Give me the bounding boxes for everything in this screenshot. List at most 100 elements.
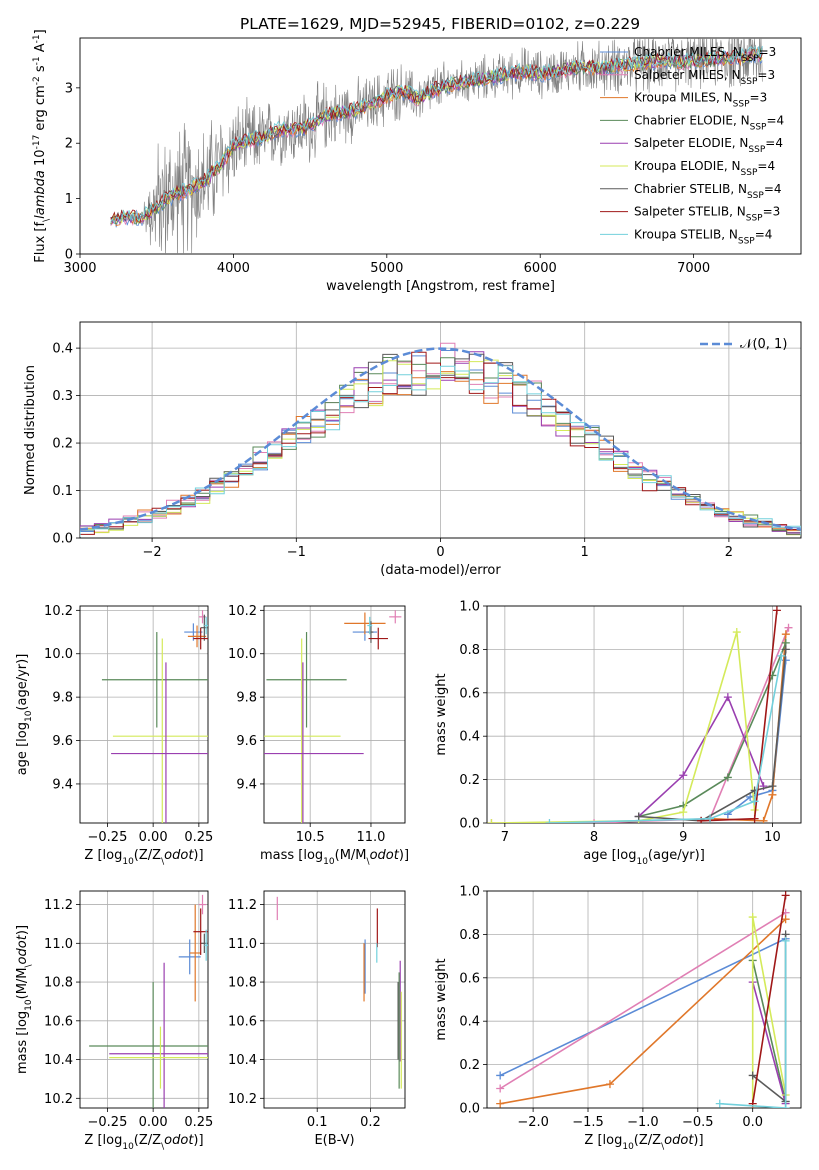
errorbar-point — [178, 939, 201, 975]
residual-legend: 𝒩(0, 1) — [700, 337, 787, 352]
y-tick-label: 1.0 — [459, 885, 480, 900]
mass-weight-marker — [723, 773, 732, 782]
mass-weight-marker — [781, 1104, 790, 1108]
spectrum-legend: Chabrier MILES, NSSP=3 Salpeter MILES, NS… — [600, 45, 784, 246]
y-tick-label: 10.0 — [44, 647, 73, 662]
y-tick-label: 1.0 — [459, 600, 480, 615]
axes-frame — [486, 605, 802, 824]
y-tick-label: 0.3 — [52, 389, 73, 404]
axes-frame — [486, 890, 802, 1109]
axes-mass_weight_vs_Z: −2.0 −1.5 −1.0 −0.5 0.0 0.0 0.2 0.4 0.6 0.8 1.0 Z [… — [434, 885, 802, 1152]
x-tick-label: 7 — [501, 830, 509, 845]
x-axis-label: Z [log10(Z/Z\odot)] — [84, 1133, 203, 1152]
x-tick-label: −1.0 — [627, 1115, 659, 1130]
axes-mass_vs_EBV: 0.1 0.2 10.2 10.4 10.6 10.8 11.0 11.2 E(B-V) — [228, 890, 406, 1148]
y-tick-label: 11.2 — [228, 898, 257, 913]
mass-weight-series-line — [499, 937, 786, 1077]
x-tick-label: 2 — [725, 545, 733, 560]
y-tick-label: 10.2 — [44, 604, 73, 619]
y-axis-label: Flux [f\lambda 10-17 erg cm-2 s-1 A-1] — [32, 29, 52, 262]
errorbar-point — [389, 610, 402, 624]
mass-weight-marker — [706, 814, 715, 823]
y-tick-label: 10.0 — [228, 647, 257, 662]
legend-entry: 𝒩(0, 1) — [740, 337, 787, 352]
legend-entry: Chabrier MILES, NSSP=3 — [634, 45, 776, 64]
y-tick-label: 0.0 — [459, 1102, 480, 1117]
mass-weight-marker — [496, 1099, 505, 1108]
x-tick-label: 7000 — [677, 261, 710, 276]
axes-frame — [79, 890, 209, 1109]
legend-entry: Chabrier ELODIE, NSSP=4 — [634, 113, 784, 132]
y-axis-label: mass weight — [434, 673, 449, 755]
axes-age_vs_Z: −0.25 0.00 0.25 9.4 9.6 9.8 10.0 10.2 Z [log10(Z… — [15, 604, 213, 867]
x-axis-label: (data-model)/error — [380, 563, 501, 578]
legend-entry: Salpeter MILES, NSSP=3 — [634, 68, 775, 87]
legend-entry: Kroupa ELODIE, NSSP=4 — [634, 159, 775, 178]
mass-weight-marker — [784, 623, 793, 632]
axes-frame — [79, 605, 209, 824]
errorbar-point — [198, 894, 207, 915]
y-tick-label: 10.2 — [44, 1092, 73, 1107]
x-axis-label: E(B-V) — [314, 1133, 354, 1148]
y-tick-label: 0.8 — [459, 643, 480, 658]
mass-weight-marker — [777, 651, 786, 660]
y-tick-label: 10.6 — [228, 1014, 257, 1029]
y-tick-label: 9.8 — [52, 691, 73, 706]
y-tick-label: 0.6 — [459, 686, 480, 701]
errorbar-point — [184, 623, 203, 641]
y-tick-label: 0.4 — [459, 730, 480, 745]
normal-curve-line — [80, 347, 801, 531]
errorbar-point — [89, 982, 208, 1108]
errorbar-point — [368, 627, 388, 650]
y-tick-label: 0.4 — [52, 342, 73, 357]
mass-weight-marker — [590, 819, 599, 823]
mass-weight-marker — [545, 819, 554, 823]
x-tick-label: 0.25 — [184, 830, 213, 845]
errorbar-point — [344, 612, 386, 635]
figure-title: PLATE=1629, MJD=52945, FIBERID=0102, z=0… — [240, 15, 640, 33]
x-tick-label: 4000 — [217, 261, 250, 276]
y-tick-label: 10.8 — [228, 976, 257, 991]
errorbar-point — [198, 610, 207, 624]
mass-weight-marker — [748, 913, 757, 922]
y-tick-label: 2 — [65, 137, 73, 152]
y-axis-label: Normed distribution — [23, 365, 38, 495]
mass_weight_vs_Z-plot-area — [496, 891, 790, 1108]
y-tick-label: 10.6 — [44, 1014, 73, 1029]
mass-weight-series-line — [751, 895, 787, 1104]
x-tick-label: 0.2 — [360, 1115, 381, 1130]
x-tick-label: 10 — [764, 830, 781, 845]
y-axis-label: mass [log10(M/M\odot)] — [15, 925, 34, 1074]
x-tick-label: −0.5 — [682, 1115, 714, 1130]
errorbar-point — [189, 904, 201, 1002]
y-tick-label: 1 — [65, 192, 73, 207]
x-tick-label: 0 — [436, 545, 444, 560]
y-tick-label: 0 — [65, 248, 73, 263]
y-tick-label: 0.8 — [459, 928, 480, 943]
x-tick-label: −1 — [287, 545, 306, 560]
mass-weight-marker — [679, 771, 688, 780]
mass-weight-marker — [750, 814, 759, 823]
x-tick-label: 6000 — [524, 261, 557, 276]
mass-weight-marker — [781, 936, 790, 945]
x-tick-label: 5000 — [370, 261, 403, 276]
model-spectrum-line — [110, 45, 763, 225]
y-tick-label: 3 — [65, 81, 73, 96]
y-tick-label: 9.6 — [52, 734, 73, 749]
axes-frame — [263, 605, 406, 824]
x-tick-label: 0.00 — [139, 830, 168, 845]
x-tick-label: 0.00 — [139, 1115, 168, 1130]
y-tick-label: 10.2 — [228, 604, 257, 619]
residual-histogram — [80, 365, 801, 537]
mass-weight-marker — [723, 693, 732, 702]
mass-weight-marker — [781, 891, 790, 900]
mass-weight-marker — [496, 1084, 505, 1093]
mass-weight-marker — [772, 606, 781, 615]
y-tick-label: 0.0 — [459, 817, 480, 832]
y-tick-label: 10.2 — [228, 1092, 257, 1107]
y-tick-label: 9.4 — [236, 777, 257, 792]
x-axis-label: age [log10(age/yr)] — [583, 848, 705, 867]
axes-frame — [79, 321, 802, 539]
mass-weight-marker — [732, 628, 741, 637]
